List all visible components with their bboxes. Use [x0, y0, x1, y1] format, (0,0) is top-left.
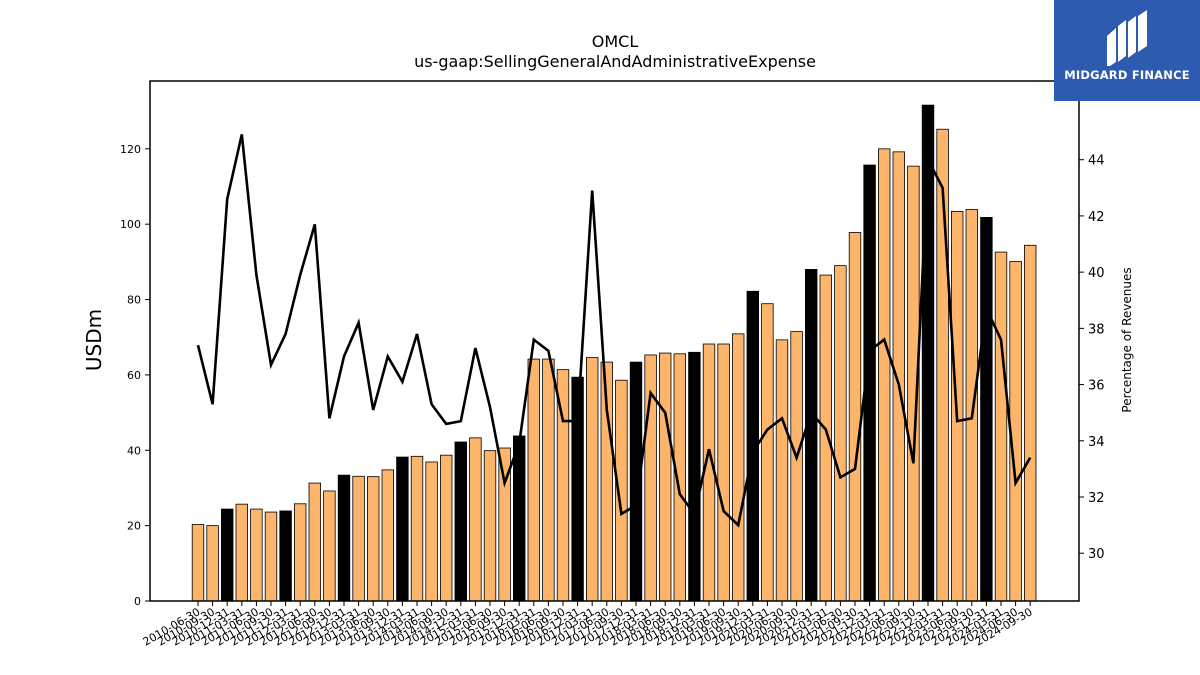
bar-2019-06-30 [717, 343, 730, 602]
bar-2010-09-30 [206, 525, 219, 602]
bar-2020-09-30 [790, 331, 803, 602]
bar-2012-06-30 [308, 482, 322, 602]
chart-title: OMCL [591, 32, 639, 51]
bar-2013-12-31 [396, 456, 409, 602]
bar-2021-09-30 [848, 232, 862, 602]
y2-tick-label: 30 [1088, 547, 1105, 562]
bar-2014-03-31 [410, 455, 424, 602]
bar-2020-06-30 [775, 339, 789, 602]
bar-2011-09-30 [264, 511, 278, 602]
bar-2015-12-31 [513, 435, 526, 602]
bar-2023-09-30 [965, 209, 979, 602]
y-tick-label: 0 [134, 595, 141, 608]
bar-2022-03-31 [878, 148, 891, 602]
bar-2014-06-30 [425, 461, 438, 602]
bar-2015-03-31 [469, 437, 482, 602]
bar-2011-12-31 [279, 510, 292, 602]
bar-2010-12-31 [220, 508, 234, 602]
bar-2017-03-31 [586, 357, 599, 602]
y2-axis-label: Percentage of Revenues [1120, 267, 1134, 413]
logo-text: MIDGARD FINANCE [1064, 68, 1190, 82]
bar-2013-06-30 [366, 476, 380, 602]
bar-2013-03-31 [352, 475, 365, 602]
plot-frame [149, 80, 1080, 602]
y2-tick-label: 44 [1088, 154, 1105, 169]
y2-tick-label: 42 [1088, 210, 1105, 225]
y-tick-label: 20 [127, 520, 141, 533]
y-tick-label: 60 [127, 369, 141, 382]
ratio-line [196, 134, 1032, 528]
bar-2016-06-30 [542, 358, 555, 602]
chart-subtitle: us-gaap:SellingGeneralAndAdministrativeE… [414, 52, 816, 71]
bar-2010-06-30 [191, 524, 205, 602]
bar-2022-06-30 [892, 151, 906, 602]
bar-2018-12-31 [688, 351, 701, 602]
bar-2012-03-31 [293, 503, 307, 602]
bar-2014-12-31 [454, 441, 468, 602]
bar-2013-09-30 [381, 469, 395, 602]
y2-tick-label: 40 [1088, 266, 1105, 281]
bar-2012-09-30 [323, 490, 336, 602]
y2-tick-label: 32 [1088, 491, 1105, 506]
y2-tick-label: 34 [1088, 435, 1105, 450]
axes: 02040608010012030323436384042442010-06-3… [120, 80, 1105, 649]
y-tick-label: 120 [120, 143, 141, 156]
y2-tick-label: 38 [1088, 322, 1105, 337]
bar-2011-03-31 [235, 503, 249, 602]
midgard-finance-logo: MIDGARD FINANCE [1054, 0, 1200, 101]
ratio-line-series [196, 134, 1032, 528]
bar-2012-12-31 [337, 474, 351, 602]
y-tick-label: 80 [127, 294, 141, 307]
bar-2023-12-31 [980, 217, 993, 602]
bar-2024-03-31 [994, 251, 1008, 602]
bar-series [191, 104, 1037, 602]
y2-tick-label: 36 [1088, 379, 1105, 394]
midgard-logo-icon [1107, 10, 1147, 66]
bar-2014-09-30 [439, 454, 453, 602]
bar-2024-09-30 [1024, 244, 1037, 602]
bar-2020-12-31 [805, 269, 818, 602]
bar-2020-03-31 [761, 303, 774, 602]
y-tick-label: 40 [127, 444, 141, 457]
bar-2011-06-30 [250, 508, 263, 602]
bar-2018-06-30 [659, 352, 672, 602]
bar-2021-06-30 [834, 265, 847, 602]
y-tick-label: 100 [120, 218, 141, 231]
bar-2015-06-30 [483, 450, 497, 602]
bar-2021-03-31 [819, 274, 833, 602]
bar-2019-09-30 [732, 333, 745, 602]
y-axis-label: USDm [82, 308, 106, 372]
bar-2016-03-31 [527, 358, 541, 602]
